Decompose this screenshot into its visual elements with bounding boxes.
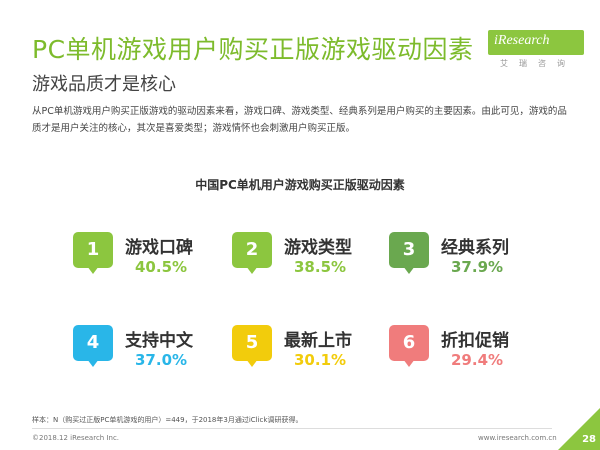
page-subtitle: 游戏品质才是核心 bbox=[32, 74, 176, 95]
rank-badge: 1 bbox=[73, 232, 113, 274]
factor-name: 游戏类型 bbox=[284, 238, 352, 258]
factor-value: 29.4% bbox=[451, 351, 504, 369]
copyright-text: ©2018.12 iResearch Inc. bbox=[32, 434, 120, 442]
page-number: 28 bbox=[582, 434, 596, 445]
logo-subtext: 艾瑞咨询 bbox=[500, 59, 576, 68]
factor-name: 支持中文 bbox=[125, 331, 193, 351]
chart-title: 中国PC单机用户游戏购买正版驱动因素 bbox=[195, 178, 405, 192]
factor-value: 40.5% bbox=[135, 258, 188, 276]
sample-note: 样本：N（购买过正版PC单机游戏的用户）=449，于2018年3月通过iClic… bbox=[32, 416, 303, 424]
factor-name: 经典系列 bbox=[441, 238, 509, 258]
factor-item: 4 支持中文 37.0% bbox=[73, 325, 233, 385]
rank-badge: 3 bbox=[389, 232, 429, 274]
page-corner-triangle bbox=[558, 408, 600, 450]
rank-badge: 4 bbox=[73, 325, 113, 367]
logo-bar bbox=[488, 30, 584, 55]
factor-name: 游戏口碑 bbox=[125, 238, 193, 258]
rank-badge: 5 bbox=[232, 325, 272, 367]
factor-item: 5 最新上市 30.1% bbox=[232, 325, 392, 385]
factor-name: 折扣促销 bbox=[441, 331, 509, 351]
factor-item: 6 折扣促销 29.4% bbox=[389, 325, 549, 385]
rank-badge: 6 bbox=[389, 325, 429, 367]
factor-item: 1 游戏口碑 40.5% bbox=[73, 232, 233, 292]
footer-divider bbox=[32, 428, 552, 429]
iresearch-logo: iResearch 艾瑞咨询 bbox=[488, 28, 588, 72]
page-title: PC单机游戏用户购买正版游戏驱动因素 bbox=[32, 35, 474, 64]
description-paragraph: 从PC单机游戏用户购买正版游戏的驱动因素来看，游戏口碑、游戏类型、经典系列是用户… bbox=[32, 106, 567, 134]
factor-value: 38.5% bbox=[294, 258, 347, 276]
factor-value: 37.0% bbox=[135, 351, 188, 369]
rank-badge: 2 bbox=[232, 232, 272, 274]
website-link[interactable]: www.iresearch.com.cn bbox=[478, 434, 557, 442]
factor-value: 37.9% bbox=[451, 258, 504, 276]
factor-item: 3 经典系列 37.9% bbox=[389, 232, 549, 292]
factor-item: 2 游戏类型 38.5% bbox=[232, 232, 392, 292]
logo-text: iResearch bbox=[494, 33, 550, 48]
factor-value: 30.1% bbox=[294, 351, 347, 369]
factor-name: 最新上市 bbox=[284, 331, 352, 351]
